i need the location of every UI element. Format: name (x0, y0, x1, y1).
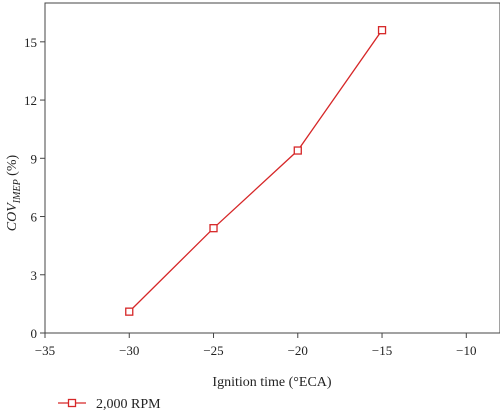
data-point (377, 26, 387, 35)
y-tick-label: 12 (24, 93, 37, 108)
y-axis-title: COVIMEP (%) (5, 154, 23, 231)
y-tick-label: 9 (31, 151, 38, 166)
series-layer (125, 26, 387, 316)
data-point (209, 224, 218, 233)
y-tick-label: 3 (31, 268, 38, 283)
axis-ticks: −35 −30 −25 −20 −15 −10 0 3 6 9 12 15 (24, 35, 476, 358)
y-axis-title-subscript: IMEP (12, 179, 23, 204)
plot-frame (44, 2, 500, 334)
y-axis-title-prefix: COV (5, 202, 20, 231)
x-tick-label: −35 (35, 343, 55, 358)
data-point (293, 146, 302, 155)
y-tick-label: 0 (31, 326, 38, 341)
y-tick-label: 15 (24, 35, 37, 50)
y-axis-title-suffix: (%) (5, 154, 20, 179)
x-tick-label: −25 (203, 343, 223, 358)
legend: 2,000 RPM (58, 397, 161, 410)
series-line (128, 29, 383, 313)
data-point (125, 307, 134, 316)
legend-label: 2,000 RPM (96, 397, 161, 410)
legend-marker (67, 398, 77, 408)
y-tick-label: 6 (31, 210, 38, 225)
x-tick-label: −20 (288, 343, 308, 358)
x-tick-label: −10 (456, 343, 476, 358)
x-tick-label: −30 (119, 343, 139, 358)
x-tick-label: −15 (372, 343, 392, 358)
x-axis-title: Ignition time (°ECA) (212, 375, 331, 390)
